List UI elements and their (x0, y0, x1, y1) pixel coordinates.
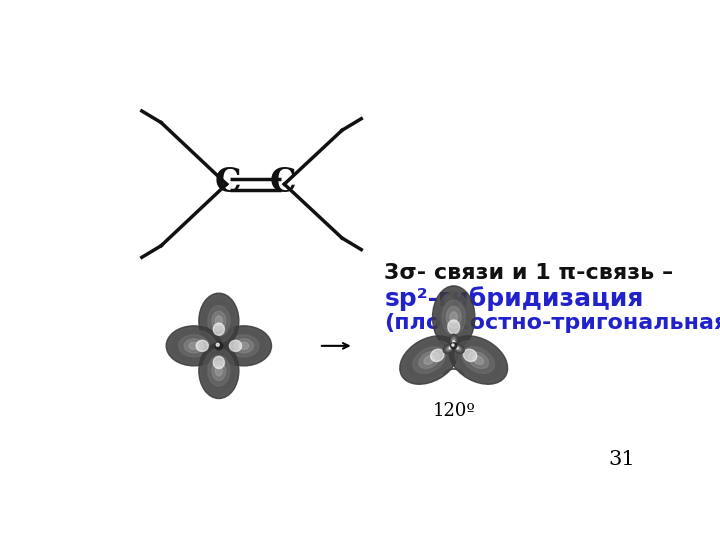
Ellipse shape (444, 344, 454, 353)
Ellipse shape (462, 347, 495, 373)
Ellipse shape (213, 356, 225, 369)
Ellipse shape (222, 330, 266, 362)
Ellipse shape (449, 336, 508, 384)
Ellipse shape (455, 341, 502, 380)
Ellipse shape (208, 355, 230, 386)
Ellipse shape (213, 323, 225, 335)
Ellipse shape (419, 352, 439, 368)
Ellipse shape (448, 320, 459, 334)
Ellipse shape (444, 345, 454, 352)
Ellipse shape (431, 349, 444, 361)
Ellipse shape (453, 341, 455, 343)
Text: 3σ- связи и 1 π-связь –: 3σ- связи и 1 π-связь – (384, 262, 674, 283)
Ellipse shape (203, 349, 235, 393)
Text: 31: 31 (608, 450, 634, 469)
Ellipse shape (239, 342, 249, 349)
Ellipse shape (473, 356, 484, 364)
Ellipse shape (196, 340, 208, 352)
Ellipse shape (453, 339, 454, 341)
Ellipse shape (405, 341, 453, 380)
Ellipse shape (184, 339, 204, 353)
Text: (плоскостно-тригональная): (плоскостно-тригональная) (384, 313, 720, 333)
Circle shape (216, 343, 219, 346)
Text: sp²-гибридизация: sp²-гибридизация (384, 286, 644, 310)
Text: 120º: 120º (432, 402, 475, 420)
Ellipse shape (208, 306, 230, 336)
Ellipse shape (446, 346, 452, 351)
Ellipse shape (447, 347, 451, 350)
Ellipse shape (400, 336, 459, 384)
Ellipse shape (457, 348, 459, 349)
Ellipse shape (172, 330, 216, 362)
Ellipse shape (450, 334, 457, 347)
Ellipse shape (216, 326, 271, 366)
Ellipse shape (230, 340, 242, 352)
Ellipse shape (448, 348, 450, 349)
Ellipse shape (449, 347, 451, 349)
Ellipse shape (456, 347, 461, 350)
Ellipse shape (451, 335, 456, 345)
Ellipse shape (199, 343, 239, 399)
Ellipse shape (437, 292, 471, 343)
Circle shape (215, 342, 222, 350)
Ellipse shape (454, 345, 463, 352)
Ellipse shape (215, 316, 222, 326)
Ellipse shape (203, 299, 235, 343)
Circle shape (451, 344, 454, 346)
Ellipse shape (451, 337, 456, 343)
Ellipse shape (453, 344, 464, 353)
Ellipse shape (212, 311, 226, 330)
Ellipse shape (212, 361, 226, 381)
Ellipse shape (413, 347, 445, 373)
Ellipse shape (455, 346, 462, 351)
Ellipse shape (215, 366, 222, 376)
Ellipse shape (468, 352, 489, 368)
Ellipse shape (450, 312, 457, 323)
Ellipse shape (234, 339, 253, 353)
Ellipse shape (179, 335, 209, 357)
Ellipse shape (456, 347, 458, 349)
Ellipse shape (424, 356, 434, 364)
Text: C: C (269, 166, 296, 199)
Text: C: C (215, 166, 241, 199)
Circle shape (451, 343, 456, 349)
Ellipse shape (433, 286, 475, 349)
Ellipse shape (452, 338, 455, 342)
Ellipse shape (166, 326, 222, 366)
Ellipse shape (464, 349, 477, 361)
Ellipse shape (199, 293, 239, 349)
Ellipse shape (189, 342, 199, 349)
Ellipse shape (442, 300, 465, 335)
Ellipse shape (446, 306, 461, 328)
Ellipse shape (228, 335, 259, 357)
